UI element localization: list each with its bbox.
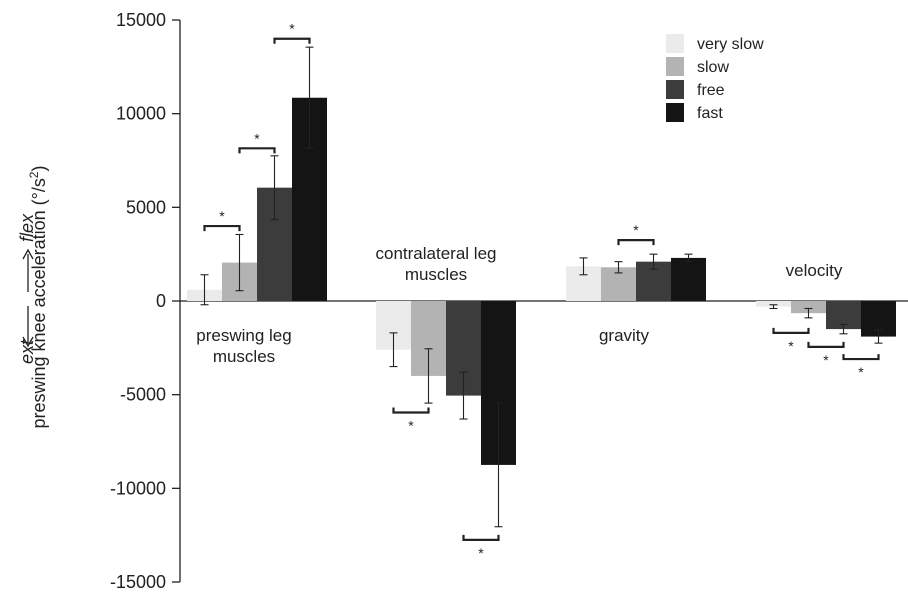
y-tick-label: -15000	[110, 572, 166, 592]
category-label: velocity	[786, 261, 843, 280]
y-ticks: 15000 10000 5000 0 -5000 -10000 -15000	[110, 10, 180, 592]
bars	[187, 97, 896, 465]
category-label: gravity	[599, 326, 650, 345]
direction-indicator: flex ext	[17, 213, 37, 364]
legend-label: very slow	[697, 36, 764, 53]
significance-bracket	[772, 327, 810, 334]
legend-label: free	[697, 82, 725, 99]
significance-markers: * * * * * * * * *	[203, 21, 880, 561]
legend-swatch	[666, 80, 684, 99]
ext-arrow-head	[22, 336, 34, 348]
legend-swatch	[666, 57, 684, 76]
significance-bracket	[238, 147, 276, 154]
significance-bracket	[842, 354, 880, 361]
bar	[791, 301, 826, 314]
category-label: preswing leg muscles	[196, 326, 291, 366]
significance-star: *	[219, 208, 225, 224]
y-tick-label: -5000	[120, 385, 166, 405]
significance-star: *	[788, 338, 794, 354]
bar	[671, 257, 706, 301]
significance-star: *	[478, 545, 484, 561]
y-tick-label: 15000	[116, 10, 166, 30]
legend-swatch	[666, 103, 684, 122]
significance-star: *	[823, 352, 829, 368]
significance-star: *	[254, 130, 260, 146]
flex-arrow-head	[22, 248, 34, 260]
significance-star: *	[289, 21, 295, 37]
category-label: contralateral leg muscles	[376, 244, 497, 284]
significance-star: *	[633, 222, 639, 238]
significance-bracket	[273, 37, 311, 44]
y-axis-label: preswing knee acceleration (°/s2)	[27, 165, 49, 428]
y-tick-label: 5000	[126, 197, 166, 217]
bar	[756, 301, 791, 307]
flex-label: flex	[17, 213, 37, 242]
y-tick-label: -10000	[110, 478, 166, 498]
significance-bracket	[392, 407, 430, 414]
significance-star: *	[858, 364, 864, 380]
significance-bracket	[462, 534, 500, 541]
legend: very slow slow free fast	[666, 34, 764, 122]
category-labels: preswing leg muscles contralateral leg musc…	[196, 244, 843, 366]
ext-label: ext	[17, 339, 37, 364]
legend-label: fast	[697, 105, 723, 122]
significance-bracket	[807, 341, 845, 348]
significance-star: *	[408, 417, 414, 433]
error-bars	[200, 46, 883, 528]
significance-bracket	[203, 224, 241, 232]
legend-label: slow	[697, 59, 729, 76]
significance-bracket	[617, 239, 655, 246]
legend-swatch	[666, 34, 684, 53]
y-tick-label: 0	[156, 291, 166, 311]
y-tick-label: 10000	[116, 104, 166, 124]
